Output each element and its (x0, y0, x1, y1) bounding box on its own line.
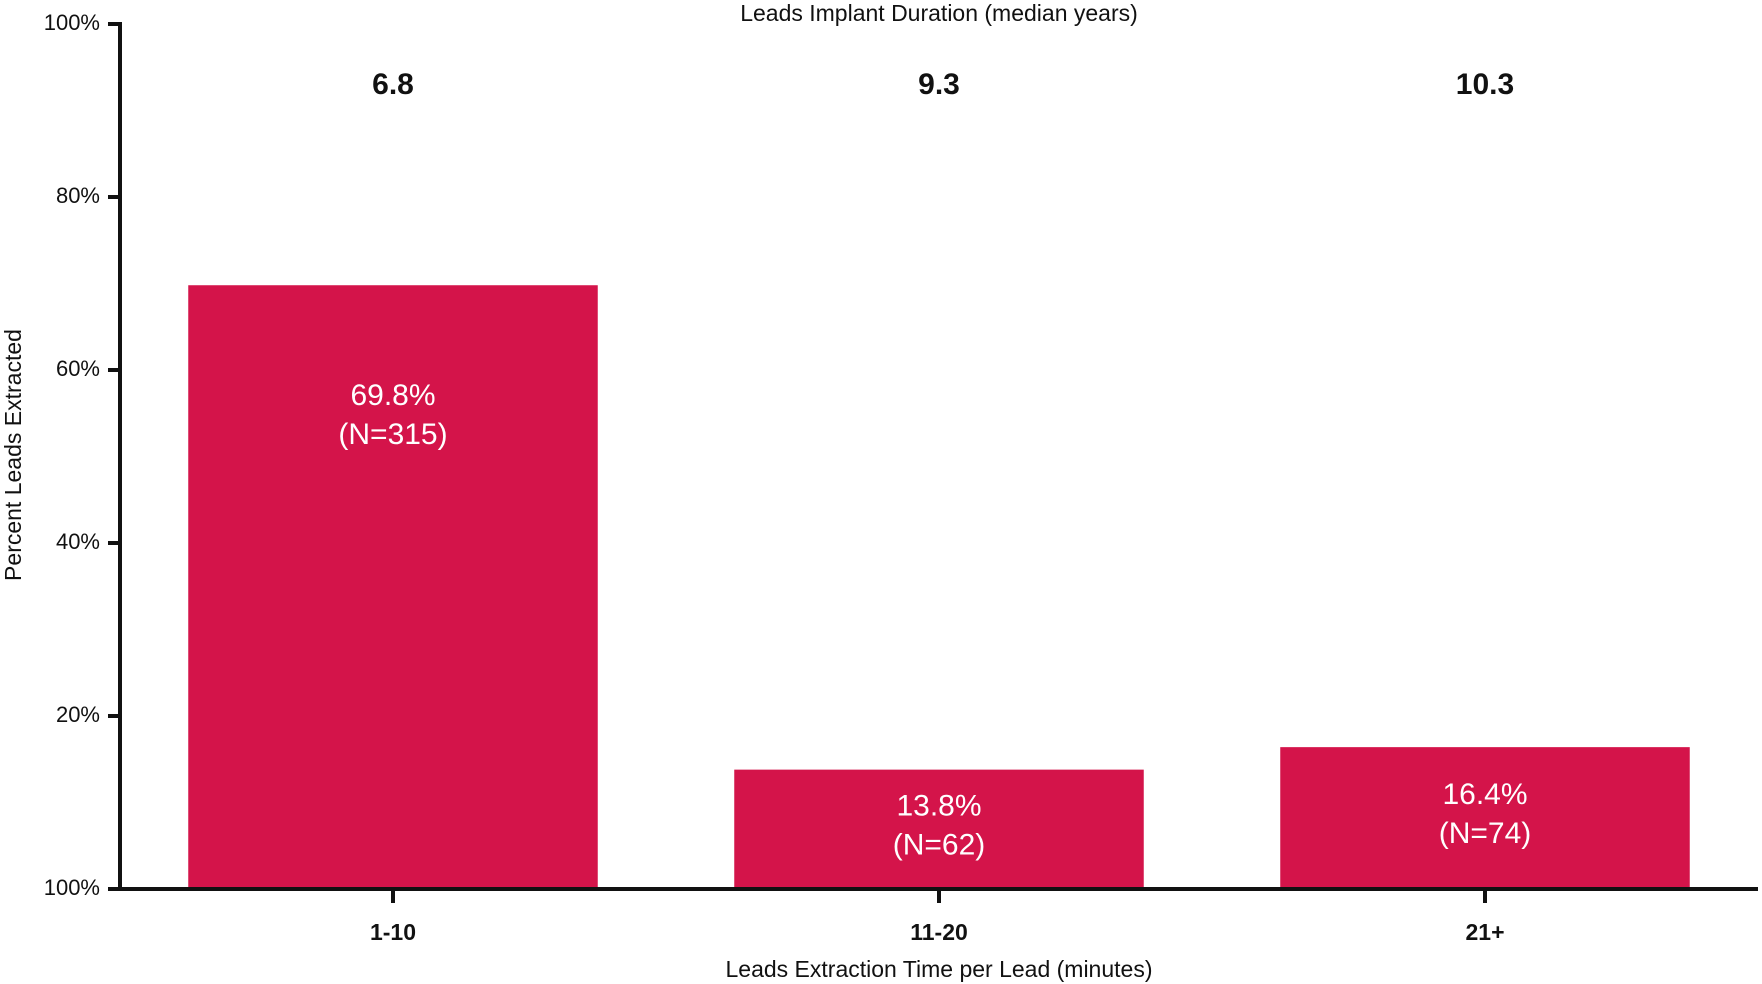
top-value-label: 6.8 (372, 68, 414, 101)
bar-value-label: 69.8% (350, 379, 435, 412)
y-tick-label: 100% (44, 10, 100, 35)
bar-value-label: 13.8% (896, 789, 981, 822)
bar-count-label: (N=62) (893, 828, 986, 861)
bar-21+ (1280, 747, 1690, 887)
y-tick-label: 60% (56, 356, 100, 381)
bar-count-label: (N=74) (1439, 817, 1532, 850)
y-tick-label: 40% (56, 529, 100, 554)
y-tick-label: 20% (56, 702, 100, 727)
bar-count-label: (N=315) (338, 418, 447, 451)
bars: 69.8% (N=315) 13.8% (N=62) 16.4% (N=74) (188, 285, 1690, 888)
top-value-label: 9.3 (918, 68, 960, 101)
x-tick-label: 21+ (1465, 919, 1504, 945)
bar-1-10 (188, 285, 598, 888)
top-title: Leads Implant Duration (median years) (740, 0, 1138, 26)
x-tick-label: 1-10 (370, 919, 416, 945)
bar-value-label: 16.4% (1442, 778, 1527, 811)
bar-11-20 (734, 769, 1144, 887)
y-tick-label: 80% (56, 183, 100, 208)
top-values: 6.8 9.3 10.3 (372, 68, 1514, 101)
x-tick-label: 11-20 (910, 919, 968, 945)
y-axis-ticks: 100% 20% 40% 60% 80% 100% (44, 10, 120, 900)
x-axis-title: Leads Extraction Time per Lead (minutes) (726, 956, 1153, 982)
top-value-label: 10.3 (1456, 68, 1514, 101)
y-tick-label: 100% (44, 875, 100, 900)
y-axis-title: Percent Leads Extracted (0, 329, 26, 581)
x-axis-ticks: 1-10 11-20 21+ (370, 889, 1505, 945)
